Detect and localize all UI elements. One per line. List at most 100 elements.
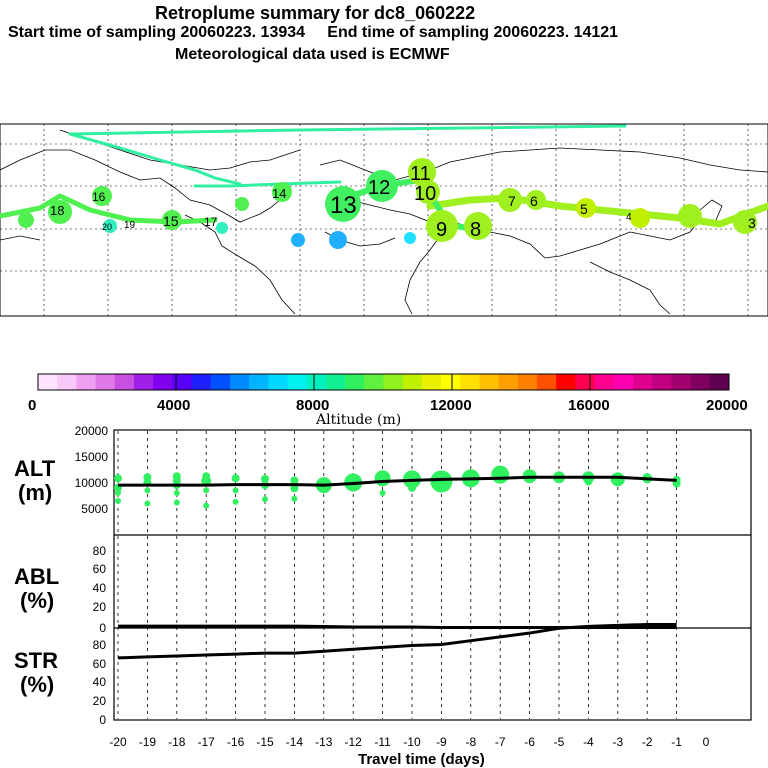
str-line (117, 622, 677, 660)
map-label-10: 10 (414, 183, 436, 205)
sampling-times: Start time of sampling 20060223. 13934 E… (8, 24, 619, 41)
retroplume-map: 13 12 11 10 9 8 7 6 5 4 3 14 15 16 17 18… (0, 123, 768, 317)
colorbar-swatch (133, 374, 154, 390)
alt-point (408, 483, 416, 492)
alt-ytick-20000: 20000 (75, 424, 109, 438)
colorbar-tick-0: 0 (28, 397, 36, 414)
x-tick: -10 (403, 735, 421, 749)
colorbar-swatch (114, 374, 135, 390)
abl-ytick-40: 40 (93, 581, 107, 595)
abl-label: ABL (14, 564, 59, 589)
colorbar-swatch (460, 374, 480, 390)
colorbar-swatch (594, 374, 615, 390)
map-label-19: 19 (124, 220, 136, 231)
colorbar-swatch (210, 374, 231, 390)
alt-point (144, 500, 151, 507)
alt-ytick-15000: 15000 (75, 450, 109, 464)
colorbar-swatch (172, 374, 193, 390)
alt-point (203, 502, 210, 509)
x-tick: -11 (374, 735, 391, 749)
x-tick: -1 (671, 735, 682, 749)
colorbar-swatch (613, 374, 634, 390)
x-axis-label: Travel time (days) (358, 751, 485, 768)
x-tick: -16 (227, 735, 245, 749)
str-ytick-60: 60 (93, 657, 107, 671)
alt-point (430, 470, 453, 493)
map-label-4: 4 (626, 212, 632, 223)
alt-point (261, 474, 269, 483)
colorbar-swatch (709, 374, 730, 390)
colorbar-swatch (441, 374, 461, 390)
alt-point (291, 495, 298, 502)
colorbar-swatch (325, 374, 346, 390)
alt-point (379, 490, 386, 496)
alt-point (231, 474, 240, 483)
str-ytick-80: 80 (93, 638, 107, 652)
str-ytick-0: 0 (99, 713, 106, 727)
map-label-15: 15 (163, 213, 179, 229)
map-label-3: 3 (748, 215, 756, 231)
colorbar-swatch (345, 374, 365, 390)
colorbar-swatch (229, 374, 250, 390)
colorbar-swatch (633, 374, 653, 390)
alt-unit: (m) (18, 480, 52, 505)
map-label-9: 9 (436, 219, 447, 241)
abl-ytick-60: 60 (93, 562, 107, 576)
colorbar-tick-4000: 4000 (157, 397, 190, 414)
map-label-20: 20 (102, 222, 112, 232)
colorbar-swatch (402, 374, 423, 390)
colorbar-swatch (268, 374, 289, 390)
abl-ytick-0: 0 (99, 621, 106, 635)
abl-ytick-20: 20 (93, 600, 107, 614)
colorbar-tick-16000: 16000 (568, 397, 610, 414)
colorbar-swatch (652, 374, 672, 390)
colorbar-swatch (153, 374, 173, 390)
x-tick: -2 (642, 735, 653, 749)
x-tick: -4 (583, 735, 594, 749)
alt-point (491, 465, 510, 484)
met-data-note: Meteorological data used is ECMWF (175, 46, 450, 63)
map-label-17: 17 (204, 215, 218, 229)
x-tick: -6 (524, 735, 535, 749)
abl-unit: (%) (20, 588, 54, 613)
alt-label: ALT (14, 456, 56, 481)
alt-point (232, 498, 239, 505)
figure-title: Retroplume summary for dc8_060222 (155, 3, 476, 23)
x-tick: -7 (495, 735, 506, 749)
colorbar-swatch (690, 374, 711, 390)
x-tick: -20 (109, 735, 127, 749)
alt-point (584, 477, 593, 486)
str-label: STR (14, 648, 58, 673)
x-tick: 0 (703, 735, 710, 749)
colorbar-tick-12000: 12000 (430, 397, 472, 414)
colorbar-swatch (191, 374, 212, 390)
alt-point (203, 487, 210, 494)
x-tick: -19 (139, 735, 157, 749)
x-tick: -9 (436, 735, 447, 749)
alt-ytick-10000: 10000 (75, 476, 109, 490)
x-tick: -12 (345, 735, 363, 749)
colorbar-swatch (556, 374, 576, 390)
colorbar-swatch (306, 374, 327, 390)
vertical-gridlines (117, 431, 677, 719)
map-label-14: 14 (272, 186, 286, 201)
alt-point (290, 476, 299, 485)
alt-mean-line (118, 475, 677, 487)
colorbar-tick-20000: 20000 (706, 397, 748, 414)
x-tick: -5 (554, 735, 565, 749)
colorbar-swatch (575, 374, 596, 390)
str-ytick-40: 40 (93, 675, 107, 689)
alt-point (262, 496, 268, 503)
x-tick: -8 (465, 735, 476, 749)
map-label-11: 11 (410, 163, 431, 185)
colorbar-swatch (76, 374, 97, 390)
colorbar-tick-8000: 8000 (296, 397, 329, 414)
alt-point (610, 472, 625, 487)
colorbar-swatch (249, 374, 269, 390)
x-tick: -13 (315, 735, 333, 749)
colorbar-swatch (383, 374, 404, 390)
x-tick: -15 (256, 735, 274, 749)
alt-point (115, 490, 121, 496)
colorbar-swatch (421, 374, 442, 390)
